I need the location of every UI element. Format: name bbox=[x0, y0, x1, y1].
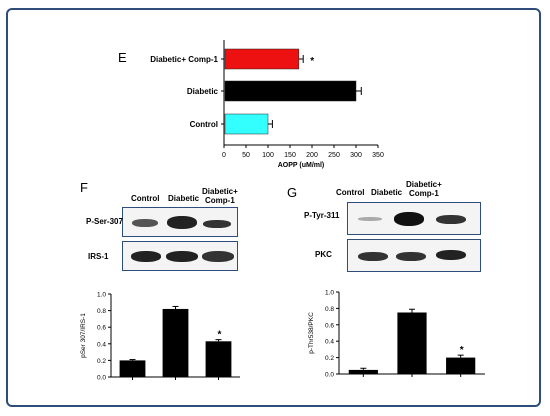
bar bbox=[119, 360, 146, 377]
y-tick-label: 0.0 bbox=[97, 375, 106, 382]
lane-label-comp-g: Diabetic+ Comp-1 bbox=[406, 180, 442, 198]
figure-frame bbox=[6, 8, 541, 407]
blot-p-ser-307 bbox=[122, 207, 238, 237]
lane-label-control-g: Control bbox=[336, 188, 365, 197]
bar bbox=[397, 312, 427, 374]
x-tick-label: 50 bbox=[242, 152, 250, 159]
x-tick-label: 0 bbox=[222, 152, 226, 159]
y-axis-label: p-Thr538/PKC bbox=[308, 312, 315, 354]
x-tick-label: 300 bbox=[350, 152, 362, 159]
band bbox=[132, 219, 158, 227]
y-tick-label: 0.4 bbox=[325, 339, 334, 346]
blot-label-irs-1: IRS-1 bbox=[88, 252, 109, 261]
lane-label-diabetic-g: Diabetic bbox=[371, 188, 403, 197]
x-tick-label: 250 bbox=[328, 152, 340, 159]
y-tick-label: 0.2 bbox=[325, 355, 334, 362]
significance-asterisk: * bbox=[218, 330, 222, 341]
y-tick-label: 0.0 bbox=[325, 372, 334, 379]
band bbox=[394, 212, 424, 226]
band bbox=[358, 252, 388, 261]
panel-letter-f: F bbox=[80, 180, 88, 195]
band bbox=[131, 251, 161, 262]
band bbox=[436, 250, 466, 260]
y-tick-label: 0.6 bbox=[97, 325, 106, 332]
band bbox=[202, 251, 234, 262]
blot-label-p-ser-307: P-Ser-307 bbox=[86, 217, 123, 226]
significance-asterisk: * bbox=[310, 56, 314, 67]
y-tick-label: 0.2 bbox=[97, 358, 106, 365]
band bbox=[166, 251, 198, 262]
y-tick-label: 0.8 bbox=[97, 308, 106, 315]
blot-pkc bbox=[347, 239, 481, 272]
panel-letter-e: E bbox=[118, 50, 127, 65]
x-tick-label: 150 bbox=[284, 152, 296, 159]
category-label: Diabetic bbox=[187, 87, 219, 96]
x-tick-label: 200 bbox=[306, 152, 318, 159]
lane-label-diabetic-f: Diabetic bbox=[168, 194, 200, 203]
lane-label-control-f: Control bbox=[131, 194, 160, 203]
bar bbox=[348, 369, 378, 374]
blot-label-p-tyr-311: P-Tyr-311 bbox=[304, 211, 340, 220]
blot-irs-1 bbox=[122, 241, 238, 271]
y-tick-label: 0.6 bbox=[325, 322, 334, 329]
category-label: Control bbox=[190, 120, 218, 129]
blot-label-pkc: PKC bbox=[315, 250, 332, 259]
bar bbox=[162, 308, 189, 377]
band bbox=[203, 220, 231, 228]
y-tick-label: 0.8 bbox=[325, 306, 334, 313]
y-tick-label: 1.0 bbox=[325, 290, 334, 297]
significance-asterisk: * bbox=[460, 345, 464, 356]
panel-letter-g: G bbox=[287, 185, 298, 200]
band bbox=[167, 216, 197, 229]
band bbox=[396, 252, 426, 261]
y-axis-label: pSer 307/IRS-1 bbox=[80, 313, 87, 358]
category-label: Diabetic+ Comp-1 bbox=[150, 55, 218, 64]
x-axis-label: AOPP (uM/ml) bbox=[278, 162, 325, 169]
x-tick-label: 100 bbox=[262, 152, 274, 159]
y-tick-label: 1.0 bbox=[97, 292, 106, 299]
band bbox=[436, 215, 466, 224]
blot-p-tyr-311 bbox=[347, 202, 481, 235]
band bbox=[358, 217, 382, 221]
lane-label-comp-f: Diabetic+ Comp-1 bbox=[202, 187, 238, 205]
bar bbox=[446, 357, 476, 374]
y-tick-label: 0.4 bbox=[97, 341, 106, 348]
x-tick-label: 350 bbox=[372, 152, 384, 159]
bar bbox=[205, 341, 232, 377]
